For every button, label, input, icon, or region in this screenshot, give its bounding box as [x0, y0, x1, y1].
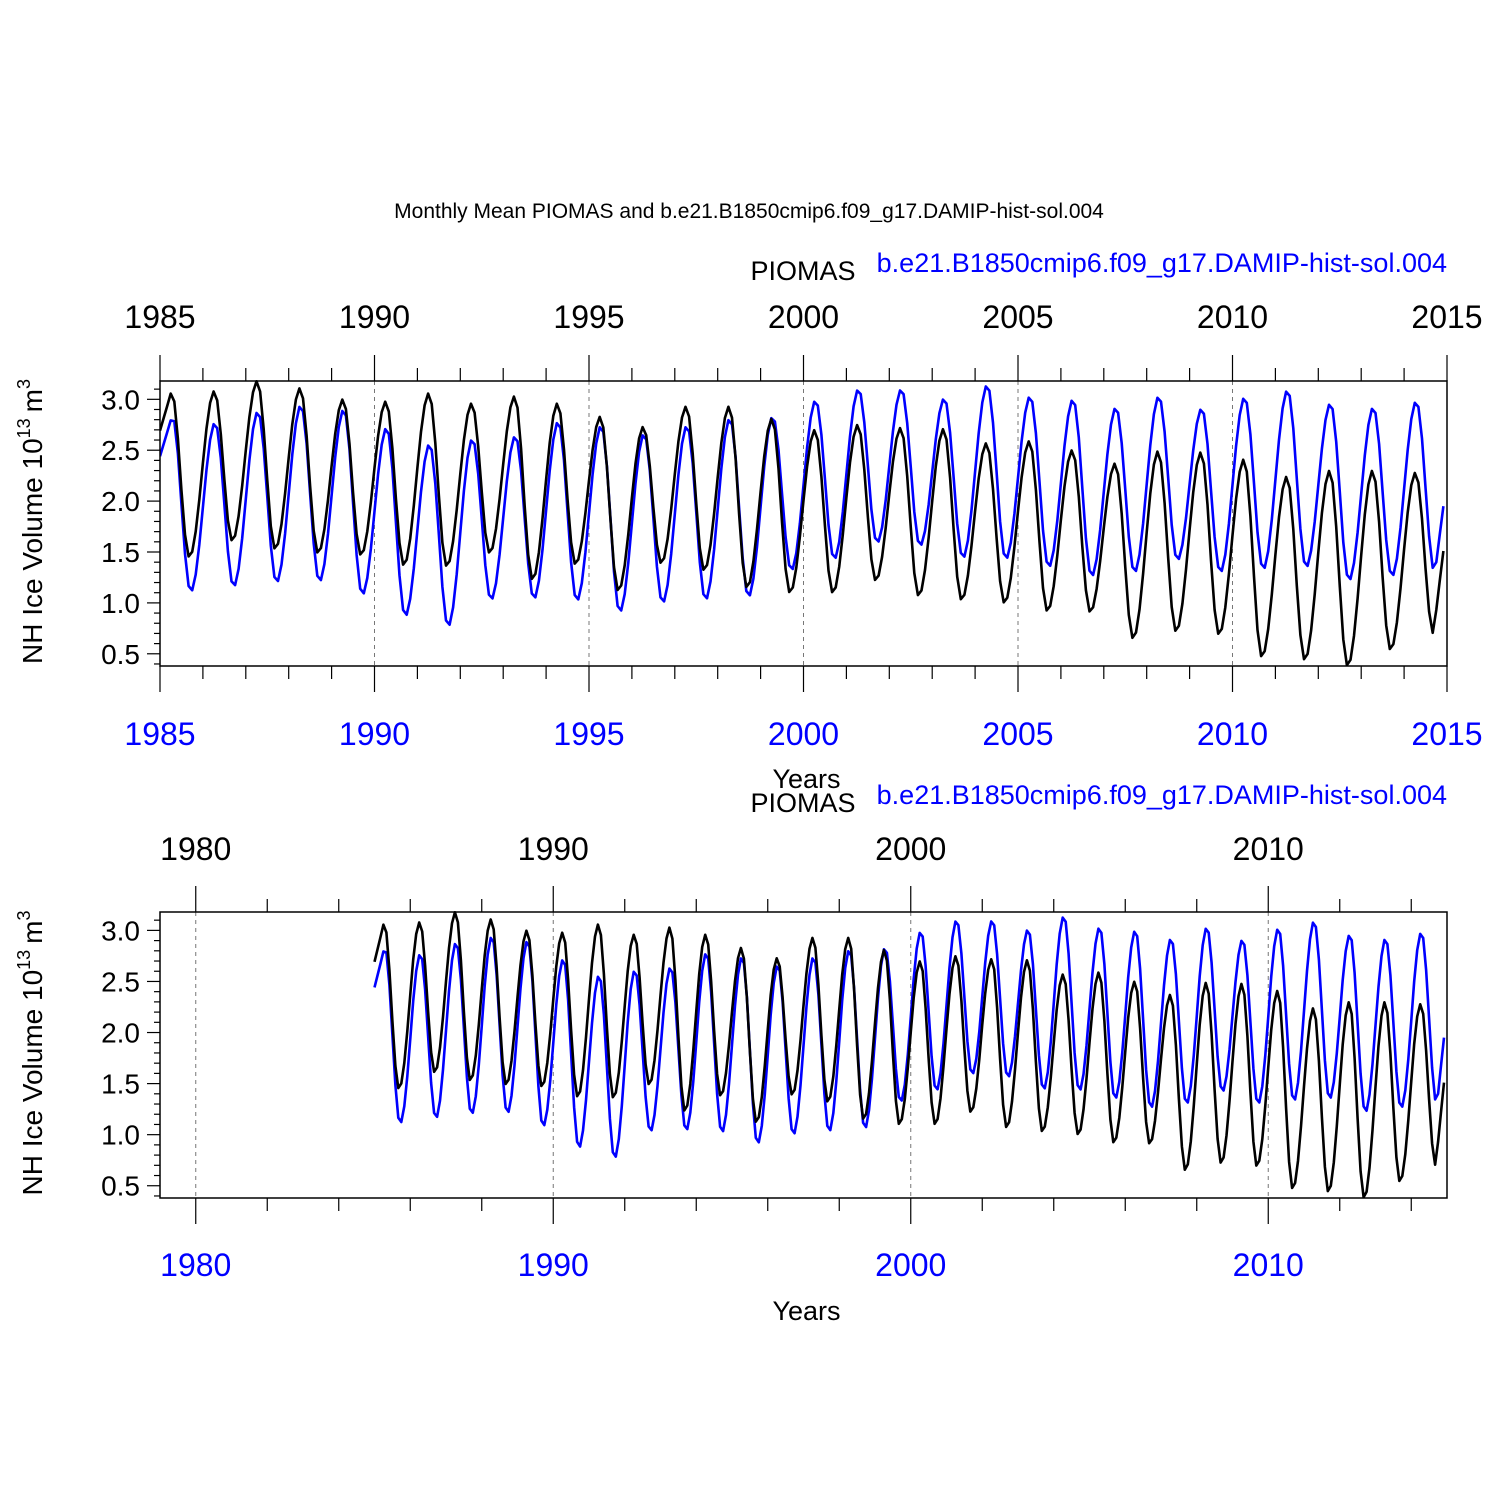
x-tick-label-bottom: 1985 — [124, 716, 195, 752]
x-tick-label-bottom: 2010 — [1233, 1247, 1304, 1283]
x-tick-label-top: 2015 — [1411, 299, 1482, 335]
x-tick-label-bottom: 2000 — [768, 716, 839, 752]
plot-frame — [159, 911, 1448, 1199]
legend-label-model: b.e21.B1850cmip6.f09_g17.DAMIP-hist-sol.… — [877, 248, 1447, 278]
y-tick-label: 3.0 — [101, 384, 140, 415]
x-tick-label-top: 2010 — [1233, 831, 1304, 867]
x-tick-label-bottom: 2000 — [875, 1247, 946, 1283]
y-tick-label: 2.5 — [101, 966, 140, 997]
y-tick-label: 3.0 — [101, 915, 140, 946]
x-tick-label-bottom: 1990 — [339, 716, 410, 752]
x-tick-label-bottom: 2015 — [1411, 716, 1482, 752]
x-tick-label-top: 2000 — [768, 299, 839, 335]
x-axis-label: Years — [772, 1296, 840, 1326]
x-axis-label: Years — [772, 764, 840, 794]
series-line-piomas — [160, 380, 1445, 667]
y-tick-label: 2.0 — [101, 486, 140, 517]
y-tick-label: 0.5 — [101, 1171, 140, 1202]
x-tick-label-bottom: 2005 — [982, 716, 1053, 752]
y-tick-label: 1.0 — [101, 588, 140, 619]
x-tick-label-top: 1985 — [124, 299, 195, 335]
x-tick-label-top: 1990 — [339, 299, 410, 335]
x-tick-label-bottom: 1980 — [160, 1247, 231, 1283]
x-tick-label-bottom: 1990 — [518, 1247, 589, 1283]
y-tick-label: 0.5 — [101, 639, 140, 670]
y-tick-label: 1.5 — [101, 1069, 140, 1100]
x-tick-label-top: 2000 — [875, 831, 946, 867]
legend-label-piomas: PIOMAS — [750, 788, 855, 818]
x-tick-label-top: 2010 — [1197, 299, 1268, 335]
legend-label-model: b.e21.B1850cmip6.f09_g17.DAMIP-hist-sol.… — [877, 780, 1447, 810]
figure-title: Monthly Mean PIOMAS and b.e21.B1850cmip6… — [394, 200, 1104, 223]
x-tick-label-bottom: 2010 — [1197, 716, 1268, 752]
series-line-model — [160, 385, 1445, 626]
y-axis-label: NH Ice Volume 1013m3 — [14, 379, 48, 664]
y-axis-label: NH Ice Volume 1013m3 — [14, 910, 48, 1195]
panel-2: 1980 1980 1990 1990 2000 2000 2010 2010 0.5 1.0 1.… — [14, 780, 1448, 1326]
y-tick-label: 2.0 — [101, 1018, 140, 1049]
x-tick-label-top: 1990 — [518, 831, 589, 867]
y-tick-label: 1.5 — [101, 537, 140, 568]
x-tick-label-top: 2005 — [982, 299, 1053, 335]
legend-label-piomas: PIOMAS — [750, 256, 855, 286]
panel-1: 1985 1985 1990 1990 1995 1995 2000 2000 2005 2005… — [14, 248, 1483, 794]
y-tick-label: 1.0 — [101, 1120, 140, 1151]
series-line-piomas — [373, 911, 1446, 1199]
x-tick-label-top: 1995 — [553, 299, 624, 335]
x-tick-label-bottom: 1995 — [553, 716, 624, 752]
x-tick-label-top: 1980 — [160, 831, 231, 867]
y-tick-label: 2.5 — [101, 435, 140, 466]
